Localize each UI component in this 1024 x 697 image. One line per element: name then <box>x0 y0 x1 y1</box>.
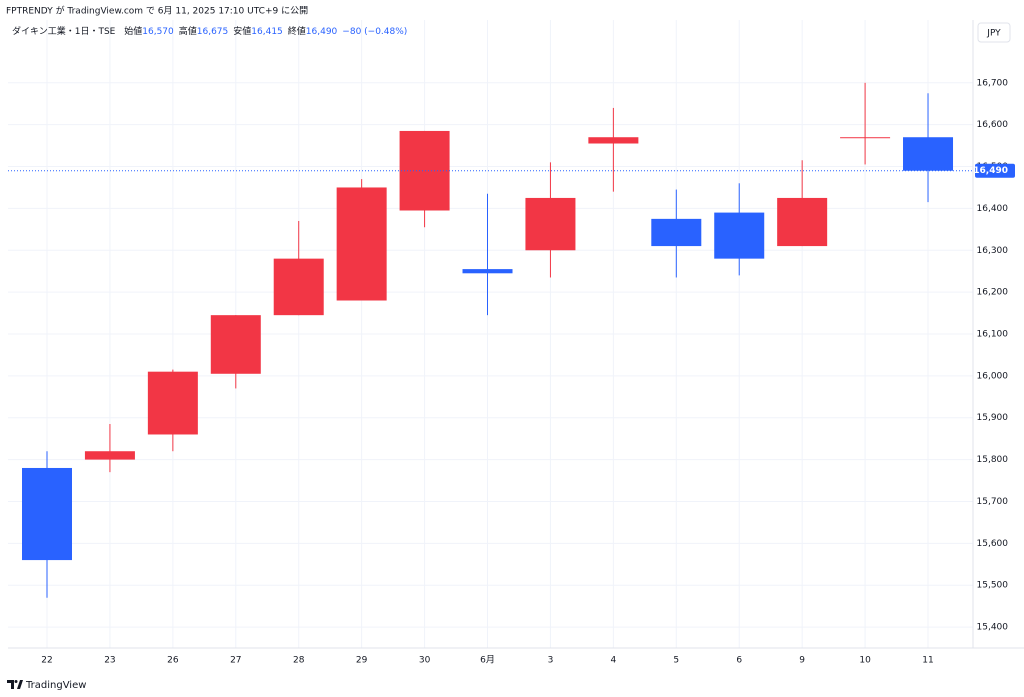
candle-body <box>777 197 828 247</box>
y-tick-label: 15,800 <box>977 455 1009 465</box>
candle-body <box>840 137 891 139</box>
candle-body <box>651 218 702 247</box>
currency-box[interactable] <box>977 22 1011 43</box>
candle-body <box>147 371 198 435</box>
legend-value: 16,570 <box>142 27 174 37</box>
x-tick-label: 6 <box>736 656 742 666</box>
legend-value: 16,490 <box>306 27 338 37</box>
x-tick-label: 27 <box>230 656 241 666</box>
candle-body <box>462 269 513 274</box>
candle-body <box>336 187 387 301</box>
y-tick-label: 16,400 <box>977 204 1009 214</box>
x-tick-label: 9 <box>799 656 805 666</box>
y-tick-label: 16,300 <box>977 246 1009 256</box>
candle-body <box>22 467 72 561</box>
candle-body <box>210 315 261 374</box>
x-tick-label: 30 <box>419 656 431 666</box>
y-tick-label: 16,600 <box>977 120 1009 130</box>
logo-dot <box>14 680 18 683</box>
published-line: FPTRENDY が TradingView.com で 6月 11, 2025… <box>6 5 308 17</box>
symbol: ダイキン工業・1日・TSE <box>12 25 116 37</box>
x-tick-label: 28 <box>293 656 305 666</box>
y-tick-label: 16,700 <box>977 78 1009 88</box>
logo-mark <box>7 680 14 689</box>
y-tick-label: 16,100 <box>977 330 1009 340</box>
x-tick-label: 5 <box>673 656 679 666</box>
candle-body <box>525 197 576 251</box>
candle-body <box>903 137 954 171</box>
legend-value: 16,415 <box>251 27 283 37</box>
candle-body <box>273 258 324 316</box>
tradingview-logo <box>7 680 23 689</box>
legend-label: 高値 <box>179 25 197 37</box>
currency[interactable]: JPY <box>986 29 1001 39</box>
y-tick-label: 15,700 <box>977 497 1009 507</box>
y-tick-label: 16,200 <box>977 288 1009 298</box>
x-tick-label: 11 <box>922 656 933 666</box>
x-tick-label: 6月 <box>480 655 495 666</box>
candle-body <box>84 451 135 460</box>
y-tick-label: 15,600 <box>977 539 1009 549</box>
x-tick-label: 22 <box>41 656 52 666</box>
x-tick-label: 10 <box>859 656 871 666</box>
x-tick-label: 4 <box>611 656 617 666</box>
candles <box>22 82 954 598</box>
y-tick-label: 15,500 <box>977 581 1009 591</box>
candle-body <box>588 137 639 144</box>
legend-change: −80 (−0.48%) <box>342 27 407 37</box>
legend-value: 16,675 <box>197 27 229 37</box>
last-price-tag <box>975 163 1015 178</box>
candle-body <box>714 212 765 259</box>
brand: TradingView <box>25 680 86 691</box>
legend-label: 終値 <box>288 25 306 37</box>
x-tick-label: 3 <box>548 656 554 666</box>
x-tick-label: 29 <box>356 656 368 666</box>
logo-slash <box>17 680 23 689</box>
legend: ダイキン工業・1日・TSE 始値16,570 高値16,675 安値16,415 終値… <box>12 25 407 37</box>
last-price-label: 16,490 <box>973 166 1008 176</box>
legend-label: 安値 <box>233 25 251 37</box>
x-tick-label: 26 <box>167 656 179 666</box>
x-tick-label: 23 <box>104 656 115 666</box>
y-tick-label: 16,000 <box>977 371 1009 381</box>
y-tick-label: 15,900 <box>977 413 1009 423</box>
y-tick-label: 15,400 <box>977 623 1009 633</box>
legend-label: 始値 <box>124 25 142 37</box>
